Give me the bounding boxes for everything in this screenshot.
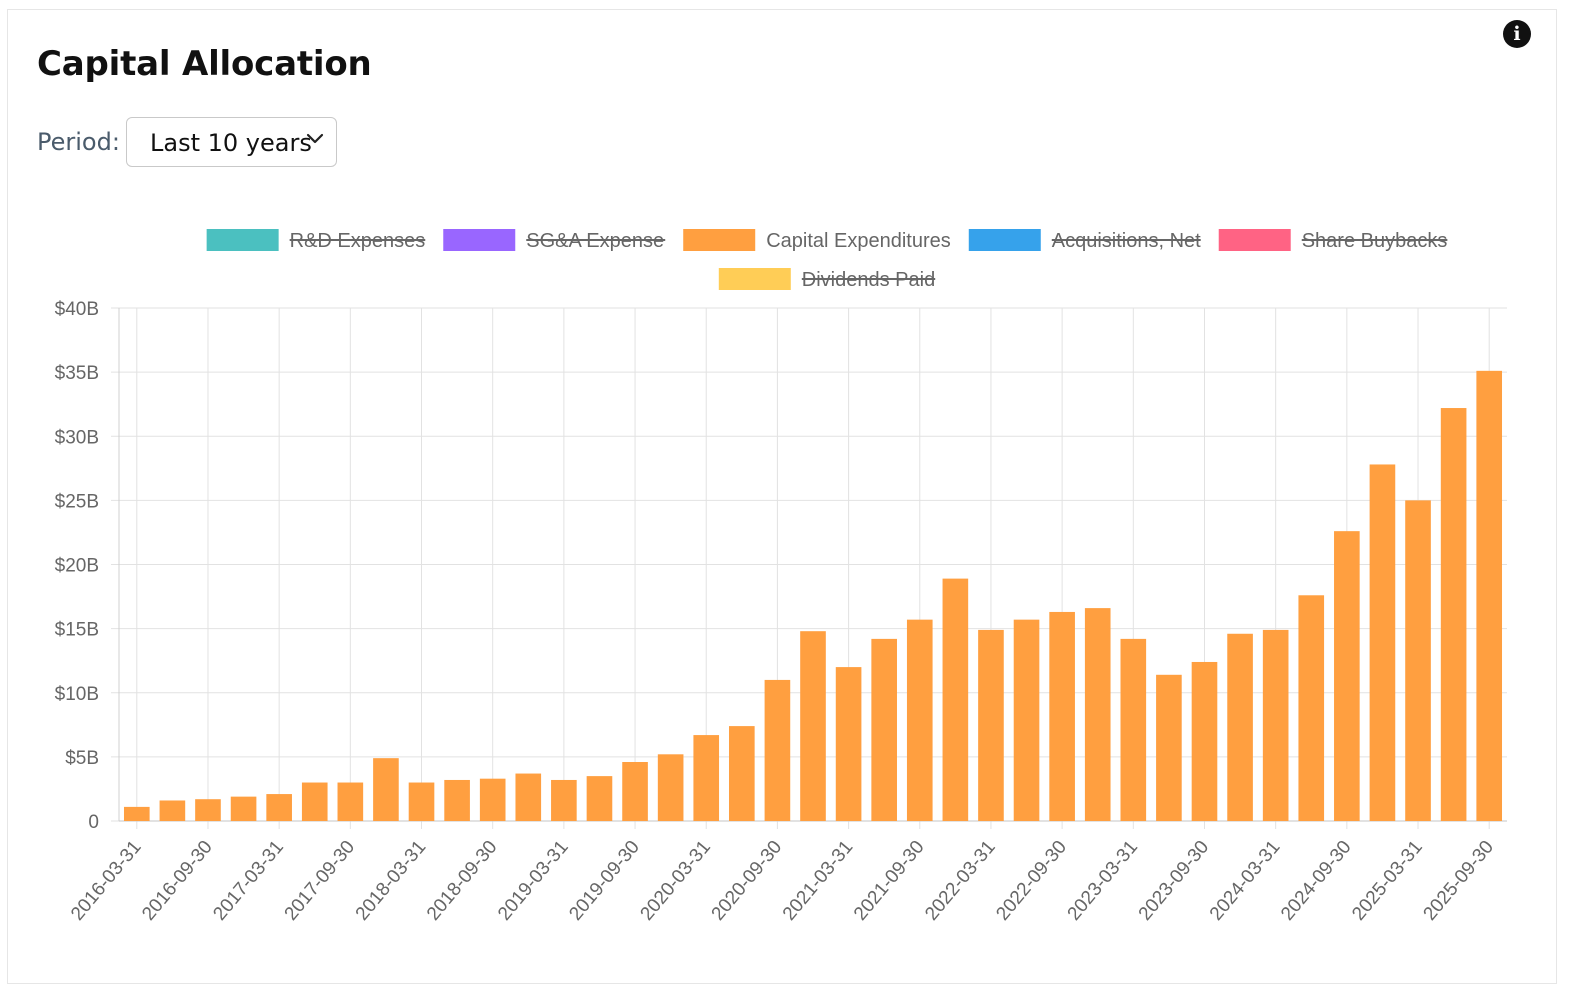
bar-capital-expenditures[interactable] (1084, 608, 1111, 821)
x-tick-label: 2025-03-31 (1348, 837, 1427, 925)
period-label: Period: (37, 128, 120, 156)
bar-capital-expenditures[interactable] (800, 631, 826, 821)
bar-capital-expenditures[interactable] (408, 782, 435, 821)
bar-capital-expenditures[interactable] (551, 779, 577, 821)
legend-swatch[interactable] (443, 229, 516, 251)
bar-capital-expenditures[interactable] (1298, 595, 1325, 821)
y-tick-label: $5B (65, 748, 99, 769)
x-tick-label: 2018-03-31 (352, 837, 431, 925)
x-tick-label: 2017-09-30 (281, 837, 360, 925)
bar-capital-expenditures[interactable] (729, 726, 755, 821)
legend-swatch[interactable] (718, 268, 791, 290)
x-tick-label: 2025-09-30 (1419, 837, 1498, 925)
bar-capital-expenditures[interactable] (1334, 531, 1360, 821)
y-tick-label: $30B (55, 427, 99, 448)
y-tick-label: $20B (55, 556, 99, 577)
bar-capital-expenditures[interactable] (942, 578, 969, 821)
x-tick-label: 2024-09-30 (1277, 837, 1356, 925)
bar-capital-expenditures[interactable] (1120, 638, 1147, 821)
y-tick-label: 0 (88, 812, 99, 833)
x-tick-label: 2020-03-31 (636, 837, 715, 925)
bar-capital-expenditures[interactable] (622, 762, 648, 821)
x-tick-label: 2021-09-30 (850, 837, 929, 925)
y-tick-label: $10B (55, 684, 99, 705)
bar-capital-expenditures[interactable] (835, 667, 862, 821)
x-tick-label: 2023-03-31 (1064, 837, 1143, 925)
bar-capital-expenditures[interactable] (586, 776, 613, 821)
bar-capital-expenditures[interactable] (515, 773, 542, 821)
x-tick-label: 2018-09-30 (423, 837, 502, 925)
bar-capital-expenditures[interactable] (444, 779, 470, 821)
bar-capital-expenditures[interactable] (266, 794, 292, 821)
x-tick-label: 2017-03-31 (209, 837, 288, 925)
x-tick-label: 2019-09-30 (565, 837, 644, 925)
bar-capital-expenditures[interactable] (1191, 661, 1218, 821)
chevron-down-icon (306, 133, 324, 144)
bar-capital-expenditures[interactable] (1405, 500, 1431, 821)
x-tick-label: 2019-03-31 (494, 837, 573, 925)
bar-capital-expenditures[interactable] (337, 782, 364, 821)
x-tick-label: 2016-09-30 (138, 837, 217, 925)
x-tick-label: 2023-09-30 (1135, 837, 1214, 925)
x-tick-label: 2024-03-31 (1206, 837, 1285, 925)
x-tick-label: 2021-03-31 (779, 837, 858, 925)
legend-swatch[interactable] (968, 229, 1041, 251)
bar-capital-expenditures[interactable] (1476, 370, 1503, 821)
bar-capital-expenditures[interactable] (1013, 619, 1040, 821)
y-tick-label: $35B (55, 363, 99, 384)
y-tick-label: $40B (55, 299, 99, 320)
bar-capital-expenditures[interactable] (764, 679, 791, 821)
bar-capital-expenditures[interactable] (123, 806, 150, 821)
period-selected-value: Last 10 years (150, 129, 312, 157)
period-select[interactable]: Last 10 years (126, 117, 337, 167)
bar-capital-expenditures[interactable] (906, 619, 933, 821)
bar-capital-expenditures[interactable] (1049, 611, 1075, 821)
bar-capital-expenditures[interactable] (1369, 464, 1396, 821)
bar-capital-expenditures[interactable] (373, 758, 399, 821)
bar-capital-expenditures[interactable] (479, 778, 506, 821)
bar-capital-expenditures[interactable] (871, 638, 897, 821)
legend-swatch[interactable] (1218, 229, 1291, 251)
x-tick-label: 2016-03-31 (67, 837, 146, 925)
info-icon[interactable]: i (1503, 20, 1531, 48)
bar-capital-expenditures[interactable] (1227, 633, 1253, 821)
legend-label[interactable]: Capital Expenditures (766, 230, 951, 252)
bar-capital-expenditures[interactable] (301, 782, 328, 821)
bar-capital-expenditures[interactable] (1440, 408, 1467, 821)
legend-swatch[interactable] (683, 229, 756, 251)
bar-capital-expenditures[interactable] (978, 629, 1004, 821)
page-title: Capital Allocation (37, 44, 372, 84)
bar-capital-expenditures[interactable] (657, 754, 684, 821)
bar-capital-expenditures[interactable] (159, 800, 186, 821)
bar-capital-expenditures[interactable] (195, 799, 221, 821)
bar-capital-expenditures[interactable] (230, 796, 257, 821)
bar-capital-expenditures[interactable] (1156, 674, 1182, 821)
bar-capital-expenditures[interactable] (1262, 629, 1289, 821)
x-tick-label: 2020-09-30 (708, 837, 787, 925)
y-tick-label: $25B (55, 491, 99, 512)
y-tick-label: $15B (55, 620, 99, 641)
x-tick-label: 2022-03-31 (921, 837, 1000, 925)
bar-capital-expenditures[interactable] (693, 735, 720, 821)
legend-swatch[interactable] (206, 229, 279, 251)
x-tick-label: 2022-09-30 (992, 837, 1071, 925)
